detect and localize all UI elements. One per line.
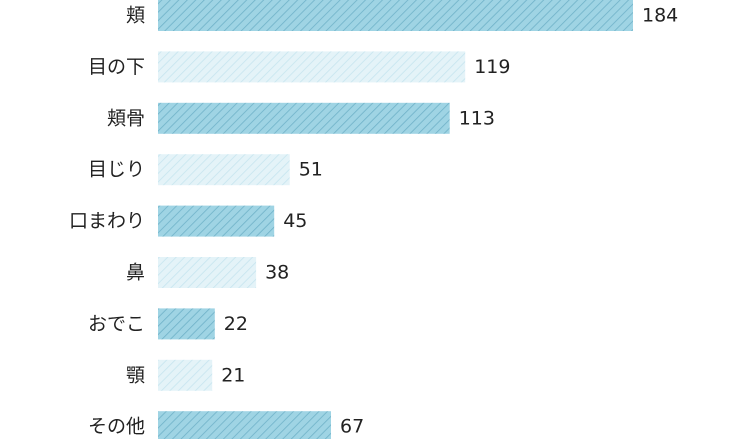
value-labels: 184 119 113 51 45 38 22 21 67: [221, 5, 678, 438]
bar-7: [158, 308, 215, 340]
bar-8: [158, 359, 213, 391]
value-label: 113: [459, 107, 495, 129]
value-label: 51: [299, 159, 323, 181]
value-label: 119: [474, 56, 510, 78]
value-label: 22: [224, 313, 248, 335]
category-label: 頬骨: [107, 107, 145, 129]
category-label: 鼻: [126, 262, 145, 284]
category-label: 顎: [126, 364, 145, 386]
category-label: 頬: [126, 5, 145, 27]
bar-2: [158, 51, 466, 83]
value-label: 38: [265, 262, 289, 284]
value-label: 21: [221, 364, 245, 386]
bar-5: [158, 205, 275, 237]
bars: [158, 0, 633, 439]
value-label: 67: [340, 416, 364, 438]
value-label: 184: [642, 5, 678, 27]
bar-4: [158, 154, 290, 186]
bar-6: [158, 257, 257, 288]
bar-3: [158, 102, 450, 134]
bar-9: [158, 411, 331, 439]
value-label: 45: [283, 210, 307, 232]
category-label: その他: [88, 416, 145, 438]
category-label: おでこ: [88, 313, 145, 335]
category-label: 目の下: [88, 56, 145, 78]
category-label: 目じり: [88, 159, 145, 181]
bar-1: [158, 0, 633, 31]
category-label: 口まわり: [69, 210, 145, 232]
